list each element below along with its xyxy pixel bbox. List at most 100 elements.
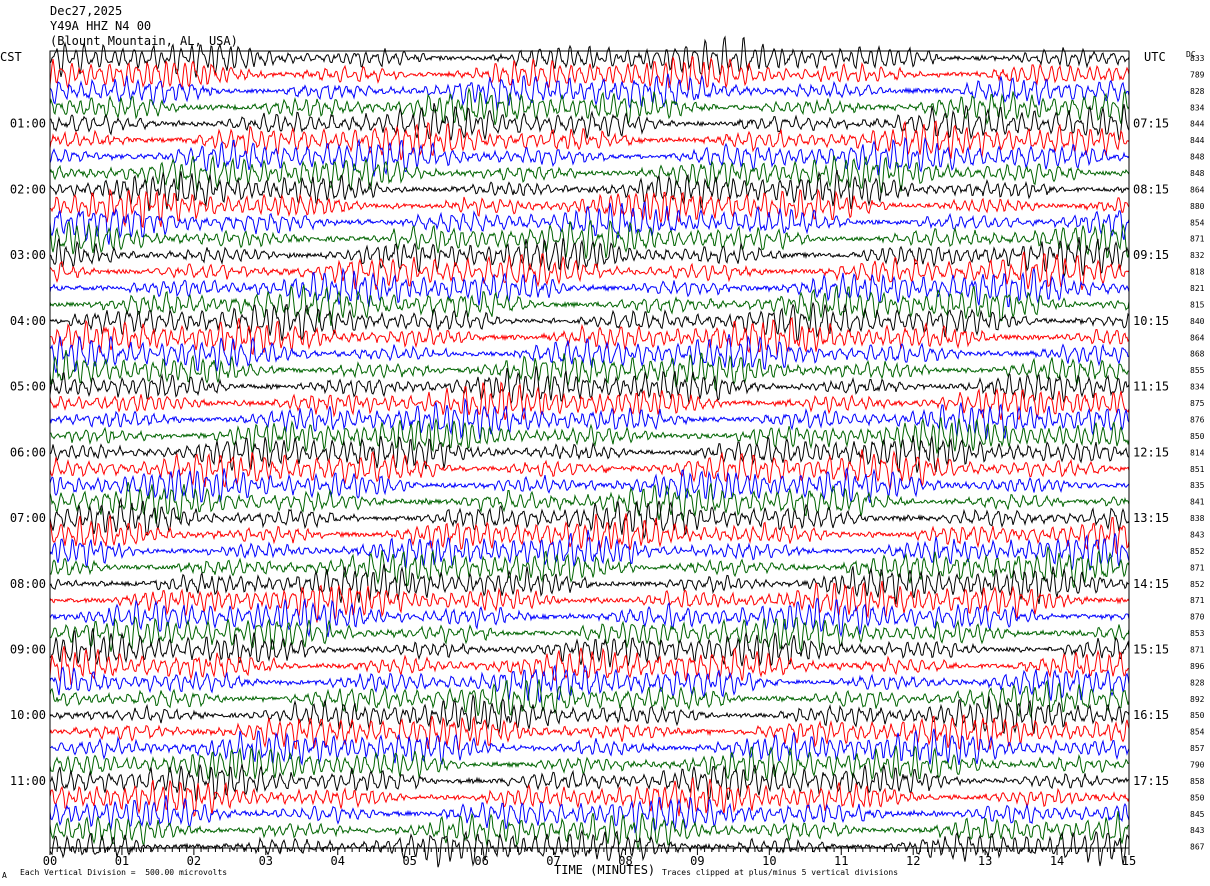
dc-value: 848	[1190, 169, 1205, 178]
left-timezone-label: CST	[0, 50, 22, 64]
dc-value: 858	[1190, 777, 1205, 786]
dc-value: 871	[1190, 235, 1205, 244]
dc-value: 844	[1190, 136, 1205, 145]
dc-value: 828	[1190, 87, 1205, 96]
dc-value: 833	[1190, 54, 1205, 63]
x-tick-label: 04	[331, 854, 345, 868]
dc-header: DC	[1186, 50, 1196, 59]
dc-value: 838	[1190, 514, 1205, 523]
trace-line-13	[49, 237, 1130, 277]
dc-value: 855	[1190, 366, 1205, 375]
left-hour-label: 11:00	[10, 774, 46, 788]
trace-line-3	[49, 73, 1130, 111]
trace-line-8	[49, 154, 1130, 195]
trace-line-42	[49, 714, 1130, 752]
right-hour-label: 10:15	[1133, 314, 1169, 328]
left-hour-label: 06:00	[10, 445, 46, 459]
dc-value: 845	[1190, 810, 1205, 819]
trace-line-24	[50, 417, 1130, 454]
dc-value: 840	[1190, 317, 1205, 326]
right-hour-label: 13:15	[1133, 511, 1169, 525]
dc-value: 850	[1190, 711, 1205, 720]
x-tick-label: 14	[1050, 854, 1064, 868]
x-tick-label: 07	[546, 854, 560, 868]
x-tick-label: 09	[690, 854, 704, 868]
trace-line-4	[49, 87, 1130, 126]
trace-line-17	[49, 302, 1130, 342]
dc-value: 876	[1190, 415, 1205, 424]
trace-line-18	[49, 317, 1130, 356]
dc-value: 850	[1190, 793, 1205, 802]
dc-value: 871	[1190, 645, 1205, 654]
dc-value: 870	[1190, 613, 1205, 622]
trace-line-31	[49, 529, 1130, 571]
trace-line-21	[49, 366, 1130, 406]
dc-value: 841	[1190, 498, 1205, 507]
left-hour-label: 09:00	[10, 642, 46, 656]
trace-line-47	[49, 795, 1130, 834]
dc-value: 850	[1190, 432, 1205, 441]
dc-value: 864	[1190, 333, 1205, 342]
dc-value: 814	[1190, 448, 1205, 457]
dc-value-column: 833 789 828 834 844 844 848 848 864 880 854 871 832 8…	[1190, 54, 1205, 852]
right-hour-label: 11:15	[1133, 380, 1169, 394]
trace-line-39	[49, 664, 1130, 703]
x-tick-label: 15	[1122, 854, 1136, 868]
dc-value: 815	[1190, 300, 1205, 309]
right-hour-label: 07:15	[1133, 117, 1169, 131]
trace-line-40	[49, 679, 1130, 719]
x-axis-ticks: 00 01 02 03 04 05 06 07 08 09 10 11 12 13 14 15	[43, 848, 1136, 868]
trace-line-22	[49, 381, 1130, 421]
trace-line-41	[49, 693, 1130, 735]
right-timezone-label: UTC	[1144, 50, 1166, 64]
hour-labels: 01:00 02:00 03:00 04:00 05:00 06:00 07:00 08:00…	[10, 117, 1169, 788]
trace-line-5	[50, 103, 1130, 141]
right-hour-label: 08:15	[1133, 182, 1169, 196]
trace-line-11	[49, 201, 1130, 245]
right-hour-label: 15:15	[1133, 642, 1169, 656]
dc-value: 896	[1190, 662, 1205, 671]
x-axis-title: TIME (MINUTES)	[554, 863, 656, 877]
dc-value: 834	[1190, 103, 1205, 112]
dc-value: 892	[1190, 695, 1205, 704]
right-hour-label: 17:15	[1133, 774, 1169, 788]
left-hour-label: 03:00	[10, 248, 46, 262]
x-tick-label: 06	[474, 854, 488, 868]
trace-line-29	[49, 497, 1130, 540]
x-tick-label: 08	[618, 854, 632, 868]
trace-line-38	[49, 646, 1130, 685]
trace-line-45	[49, 763, 1130, 802]
dc-value: 835	[1190, 481, 1205, 490]
x-tick-label: 11	[834, 854, 848, 868]
dc-value: 871	[1190, 563, 1205, 572]
trace-line-33	[49, 563, 1130, 605]
trace-line-10	[49, 188, 1130, 229]
dc-value: 868	[1190, 350, 1205, 359]
dc-value: 828	[1190, 678, 1205, 687]
dc-value: 818	[1190, 268, 1205, 277]
dc-value: 844	[1190, 120, 1205, 129]
plot-frame	[49, 50, 1130, 849]
trace-line-35	[49, 597, 1130, 638]
trace-line-25	[49, 435, 1130, 474]
dc-value: 834	[1190, 383, 1205, 392]
dc-value: 852	[1190, 547, 1205, 556]
right-hour-label: 12:15	[1133, 445, 1169, 459]
left-hour-label: 01:00	[10, 117, 46, 131]
trace-line-20	[49, 350, 1130, 393]
seismic-traces	[49, 35, 1130, 868]
trace-line-9	[49, 170, 1130, 212]
scale-note: Each Vertical Division = 500.00 microvol…	[20, 868, 228, 877]
dc-value: 848	[1190, 153, 1205, 162]
left-hour-label: 05:00	[10, 380, 46, 394]
left-hour-label: 08:00	[10, 577, 46, 591]
x-tick-label: 10	[762, 854, 776, 868]
dc-value: 853	[1190, 629, 1205, 638]
left-hour-label: 07:00	[10, 511, 46, 525]
right-hour-label: 09:15	[1133, 248, 1169, 262]
trace-line-26	[49, 449, 1130, 490]
plot-date: Dec27,2025	[50, 4, 123, 18]
trace-line-48	[49, 811, 1130, 850]
right-hour-label: 16:15	[1133, 708, 1169, 722]
